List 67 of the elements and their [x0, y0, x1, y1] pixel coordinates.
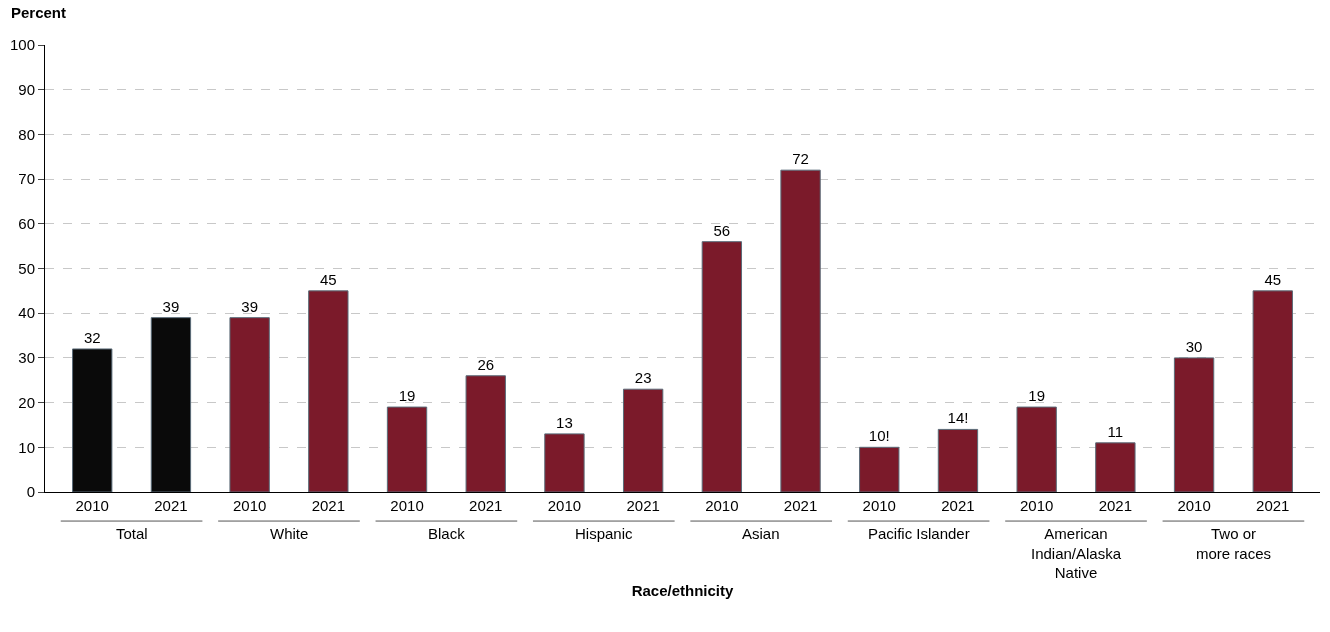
y-axis-title: Percent — [11, 4, 67, 21]
x-tick-label: 2021 — [154, 497, 188, 514]
x-tick-label: 2010 — [547, 497, 582, 514]
x-tick-label: 2021 — [941, 497, 975, 514]
y-tick-label: 70 — [18, 170, 35, 188]
x-tick-label: 2010 — [862, 497, 896, 514]
data-label: 19 — [398, 387, 416, 405]
bar — [937, 428, 979, 492]
text: Two or more races — [1196, 525, 1272, 562]
x-tick-label: 2021 — [311, 497, 346, 514]
data-label: 14! — [947, 409, 969, 427]
data-label: 45 — [1264, 270, 1282, 288]
x-tick-label: 2010 — [75, 497, 109, 514]
data-label: 32 — [83, 328, 101, 346]
y-tick-label: 100 — [9, 36, 35, 54]
data-label: 10! — [868, 427, 890, 445]
bar — [1173, 357, 1215, 492]
bar — [544, 433, 585, 492]
bar — [1252, 290, 1293, 492]
data-label: 30 — [1185, 337, 1203, 355]
data-label: 39 — [162, 297, 180, 315]
y-tick-label: 60 — [18, 215, 35, 233]
x-tick-label: 2010 — [1177, 497, 1211, 514]
bar — [1095, 442, 1136, 492]
bar — [780, 169, 821, 492]
data-label: 45 — [319, 270, 337, 288]
y-tick-label: 50 — [18, 259, 35, 277]
y-tick-label: 10 — [18, 438, 35, 456]
bar — [1016, 406, 1057, 492]
data-label: 26 — [477, 355, 495, 373]
x-tick-label: 2021 — [1256, 497, 1290, 514]
text: Black — [428, 525, 466, 542]
x-tick-label: 2010 — [705, 497, 739, 514]
text: White — [270, 525, 309, 542]
y-tick-label: 40 — [18, 304, 35, 322]
x-tick-label: 2010 — [232, 497, 267, 514]
y-tick-label: 0 — [26, 483, 35, 501]
y-tick-label: 30 — [18, 349, 35, 367]
x-tick-label: 2010 — [1019, 497, 1054, 514]
x-tick-label: 2021 — [626, 497, 660, 514]
x-tick-label: 2010 — [390, 497, 424, 514]
x-tick-label: 2021 — [469, 497, 503, 514]
x-tick-label: 2021 — [1098, 497, 1133, 514]
data-label: 72 — [792, 150, 809, 168]
text: Total — [116, 525, 148, 542]
bar — [701, 241, 743, 492]
bar — [229, 317, 270, 492]
text: American Indian/Alaska Native — [1031, 525, 1122, 581]
text: Asian — [742, 525, 780, 542]
bar — [465, 375, 506, 492]
y-tick-label: 20 — [18, 393, 35, 411]
data-label: 11 — [1107, 422, 1124, 440]
y-tick-label: 90 — [18, 80, 35, 98]
x-axis-title: Race/ethnicity — [631, 582, 734, 599]
data-label: 19 — [1028, 387, 1046, 405]
x-tick-label: 2021 — [783, 497, 818, 514]
bar — [859, 446, 900, 492]
data-label: 56 — [713, 221, 731, 239]
text: Pacific Islander — [868, 525, 970, 542]
bar — [386, 406, 428, 492]
bar — [308, 290, 349, 492]
data-label: 39 — [241, 297, 258, 315]
bar — [622, 388, 664, 492]
y-tick-label: 80 — [18, 125, 35, 143]
data-label: 23 — [634, 369, 652, 387]
text: Hispanic — [575, 525, 634, 542]
data-label: 13 — [556, 413, 573, 431]
